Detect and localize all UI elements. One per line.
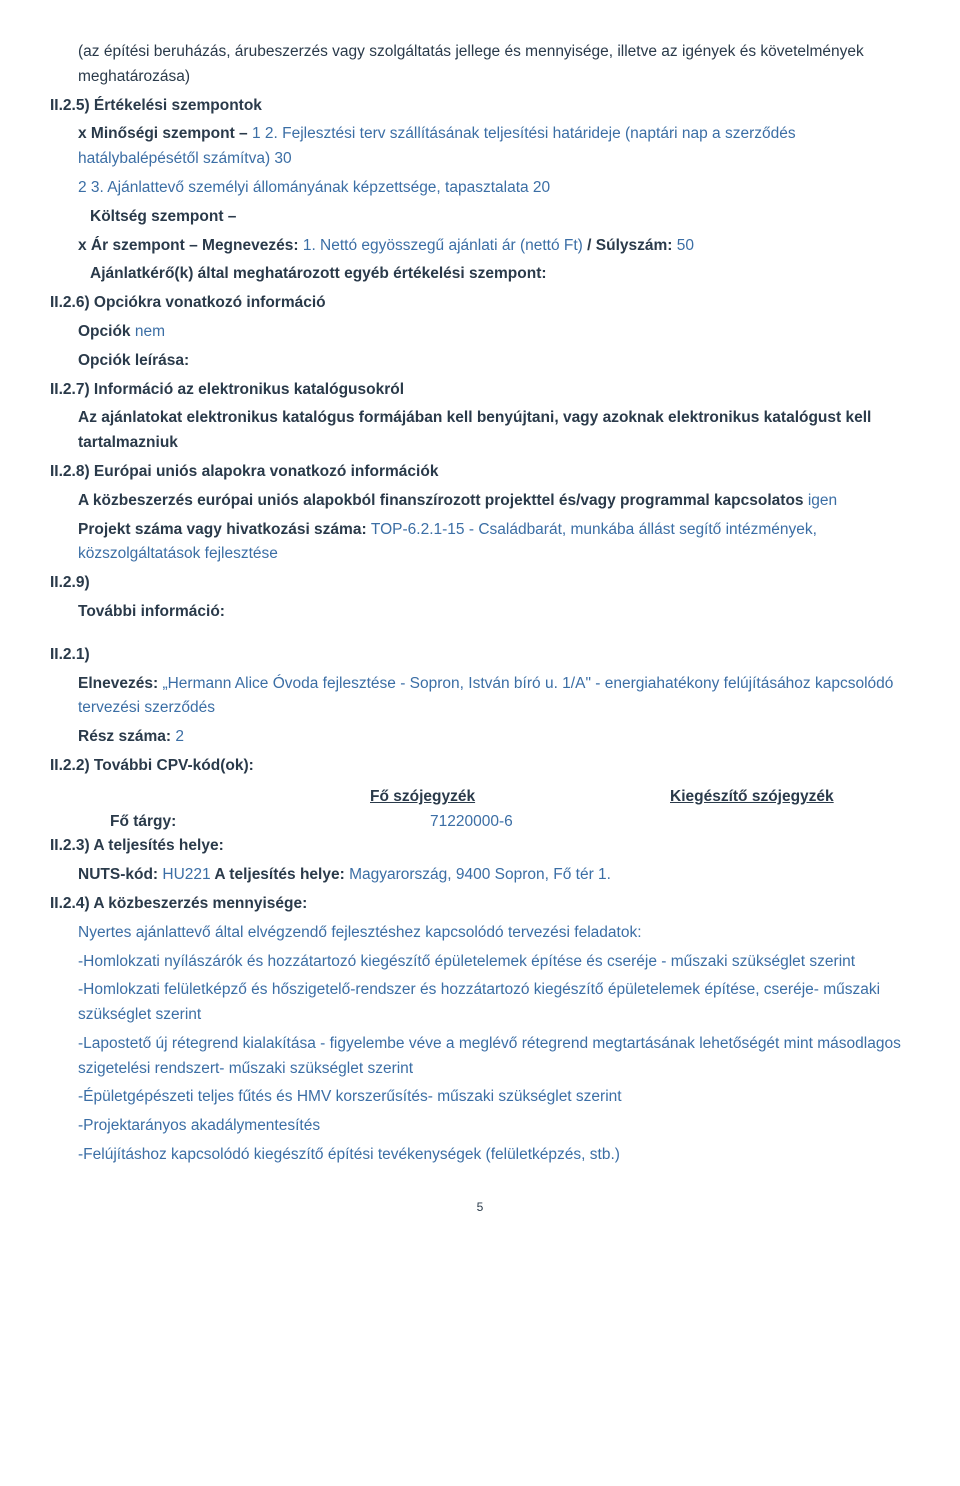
section-ii-2-6-header: II.2.6) Opciókra vonatkozó információ [50,291,910,316]
options-label: Opciók [78,323,135,340]
options-value: nem [135,323,165,340]
ii-2-7-text: Az ajánlatokat elektronikus katalógus fo… [78,406,910,456]
ii-2-4-line: -Homlokzati felületképző és hőszigetelő-… [78,978,910,1028]
section-ii-2-3-header: II.2.3) A teljesítés helye: [50,834,910,859]
part-label: Rész száma: [78,728,175,745]
cpv-header-main: Fő szójegyzék [370,785,670,810]
eu-funds-text: A közbeszerzés európai uniós alapokból f… [78,492,808,509]
cost-criterion-label: Költség szempont – [90,205,910,230]
cpv-row-value: 71220000-6 [430,810,730,835]
quality-criterion-line2: 2 3. Ajánlattevő személyi állományának k… [78,176,910,201]
section-ii-2-1-header: II.2.1) [50,643,910,668]
quality-prefix: x Minőségi szempont – [78,125,252,142]
place-label: A teljesítés helye: [211,866,349,883]
price-value: 1. Nettó egyösszegű ajánlati ár (nettó F… [303,237,583,254]
price-prefix: x Ár szempont – Megnevezés: [78,237,303,254]
price-criterion-line: x Ár szempont – Megnevezés: 1. Nettó egy… [78,234,910,259]
ii-2-4-line: -Lapostető új rétegrend kialakítása - fi… [78,1032,910,1082]
name-line: Elnevezés: „Hermann Alice Óvoda fejleszt… [78,672,910,722]
ii-2-9-more-info: További információ: [78,600,910,625]
options-line: Opciók nem [78,320,910,345]
section-ii-2-4-header: II.2.4) A közbeszerzés mennyisége: [50,892,910,917]
ii-2-4-line: Nyertes ajánlattevő által elvégzendő fej… [78,921,910,946]
ii-2-4-line: -Projektarányos akadálymentesítés [78,1114,910,1139]
eu-funds-yes: igen [808,492,837,509]
section-ii-2-7-header: II.2.7) Információ az elektronikus katal… [50,378,910,403]
ii-2-8-text: A közbeszerzés európai uniós alapokból f… [78,489,910,514]
ii-2-4-line: -Felújításhoz kapcsolódó kiegészítő épít… [78,1143,910,1168]
cpv-header-supp: Kiegészítő szójegyzék [670,785,910,810]
weight-value: 50 [677,237,694,254]
section-ii-2-2-header: II.2.2) További CPV-kód(ok): [50,754,910,779]
part-number-line: Rész száma: 2 [78,725,910,750]
nuts-label: NUTS-kód: [78,866,162,883]
weight-label: / Súlyszám: [583,237,677,254]
cpv-table-row: Fő tárgy: 71220000-6 [50,810,910,835]
cpv-header-spacer [50,785,370,810]
intro-parenthetical: (az építési beruházás, árubeszerzés vagy… [78,40,910,90]
options-desc-label: Opciók leírása: [78,349,910,374]
part-value: 2 [175,728,184,745]
section-ii-2-8-header: II.2.8) Európai uniós alapokra vonatkozó… [50,460,910,485]
quality-criterion-line1: x Minőségi szempont – 1 2. Fejlesztési t… [78,122,910,172]
nuts-place-line: NUTS-kód: HU221 A teljesítés helye: Magy… [78,863,910,888]
section-ii-2-5-header: II.2.5) Értékelési szempontok [50,94,910,119]
cpv-row-label: Fő tárgy: [50,810,430,835]
place-value: Magyarország, 9400 Sopron, Fő tér 1. [349,866,611,883]
page-number: 5 [50,1198,910,1217]
name-label: Elnevezés: [78,675,162,692]
nuts-value: HU221 [162,866,210,883]
project-ref-line: Projekt száma vagy hivatkozási száma: TO… [78,518,910,568]
ii-2-4-lines-container: Nyertes ajánlattevő által elvégzendő fej… [78,921,910,1168]
name-value: „Hermann Alice Óvoda fejlesztése - Sopro… [78,675,893,717]
ii-2-4-line: -Homlokzati nyílászárók és hozzátartozó … [78,950,910,975]
ii-2-4-line: -Épületgépészeti teljes fűtés és HMV kor… [78,1085,910,1110]
cpv-table-header: Fő szójegyzék Kiegészítő szójegyzék [50,785,910,810]
section-ii-2-9-header: II.2.9) [50,571,910,596]
project-ref-label: Projekt száma vagy hivatkozási száma: [78,521,371,538]
other-criteria-label: Ajánlatkérő(k) által meghatározott egyéb… [90,262,910,287]
